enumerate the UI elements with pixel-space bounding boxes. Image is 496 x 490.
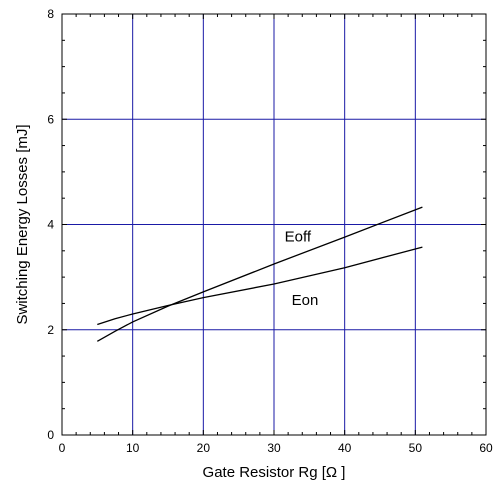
x-tick-label-50: 50 xyxy=(409,441,423,455)
y-tick-label-8: 8 xyxy=(47,7,54,21)
tick-labels: 0 10 20 30 40 50 60 0 2 4 6 8 xyxy=(47,7,493,455)
series-line-eoff xyxy=(96,206,423,342)
x-tick-label-40: 40 xyxy=(338,441,352,455)
grid xyxy=(62,14,486,435)
x-tick-label-30: 30 xyxy=(267,441,281,455)
y-tick-label-6: 6 xyxy=(47,112,54,126)
series-line-eon xyxy=(97,246,423,326)
series-label-eon: Eon xyxy=(292,292,319,309)
y-tick-label-0: 0 xyxy=(47,428,54,442)
y-tick-label-2: 2 xyxy=(47,323,54,337)
series-annotations: Eoff Eon xyxy=(285,228,319,309)
series-label-eoff: Eoff xyxy=(285,228,312,245)
x-axis-title: Gate Resistor Rg [Ω ] xyxy=(203,464,346,481)
axis-ticks xyxy=(61,13,487,436)
series-lines xyxy=(96,206,423,342)
y-tick-label-4: 4 xyxy=(47,218,54,232)
x-tick-label-60: 60 xyxy=(479,441,493,455)
x-tick-label-0: 0 xyxy=(59,441,66,455)
y-axis-title: Switching Energy Losses [mJ] xyxy=(14,124,31,324)
x-tick-label-10: 10 xyxy=(126,441,140,455)
x-tick-label-20: 20 xyxy=(197,441,211,455)
